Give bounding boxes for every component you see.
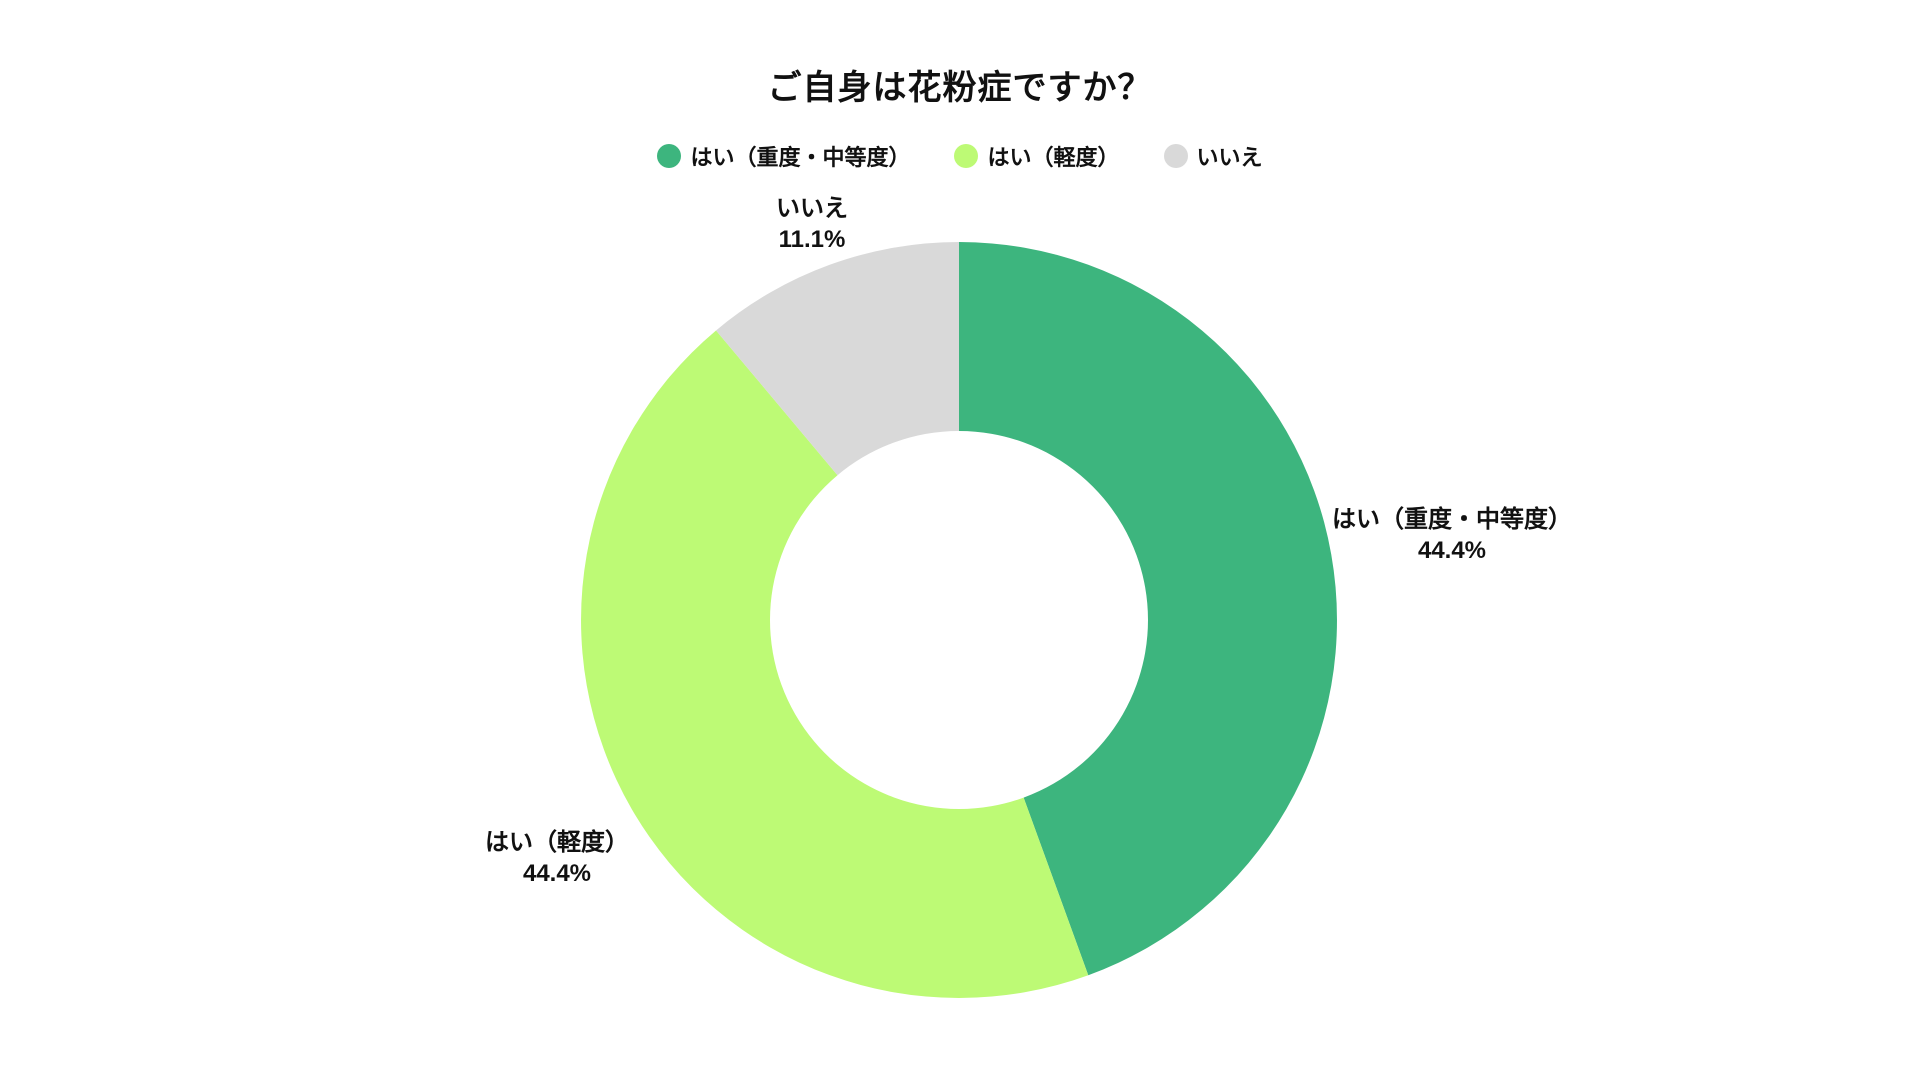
- slice-label-mild-name: はい（軽度）: [485, 829, 629, 856]
- legend-swatch-mild-icon: [954, 144, 979, 168]
- slice-label-severe-percent: 44.4%: [1417, 537, 1487, 564]
- legend-label-mild: はい（軽度）: [987, 145, 1120, 170]
- slice-label-severe-name: はい（重度・中等度）: [1332, 506, 1572, 533]
- legend-label-no: いいえ: [1196, 145, 1263, 170]
- legend-label-severe: はい（重度・中等度）: [690, 145, 911, 170]
- legend-item-mild: はい（軽度）: [954, 140, 1120, 172]
- slice-label-severe: はい（重度・中等度） 44.4%: [1272, 504, 1632, 566]
- legend-item-no: いいえ: [1163, 140, 1263, 172]
- legend-swatch-no-icon: [1163, 144, 1188, 168]
- slice-label-no: いいえ 11.1%: [652, 193, 972, 255]
- donut-slice-no: [716, 242, 959, 476]
- slice-label-mild-percent: 44.4%: [522, 860, 592, 887]
- legend: はい（重度・中等度） はい（軽度） いいえ: [0, 140, 1920, 172]
- donut-slice-mild: [581, 330, 1089, 998]
- legend-swatch-severe-icon: [657, 144, 682, 168]
- donut-chart: [581, 242, 1337, 998]
- slice-label-mild: はい（軽度） 44.4%: [397, 827, 717, 889]
- donut-slice-severe: [959, 242, 1337, 976]
- slice-label-no-name: いいえ: [776, 195, 848, 222]
- legend-item-severe: はい（重度・中等度）: [657, 140, 910, 172]
- chart-title: ご自身は花粉症ですか？: [767, 69, 1153, 107]
- slice-label-no-percent: 11.1%: [778, 226, 846, 253]
- donut-chart-area: [581, 242, 1337, 998]
